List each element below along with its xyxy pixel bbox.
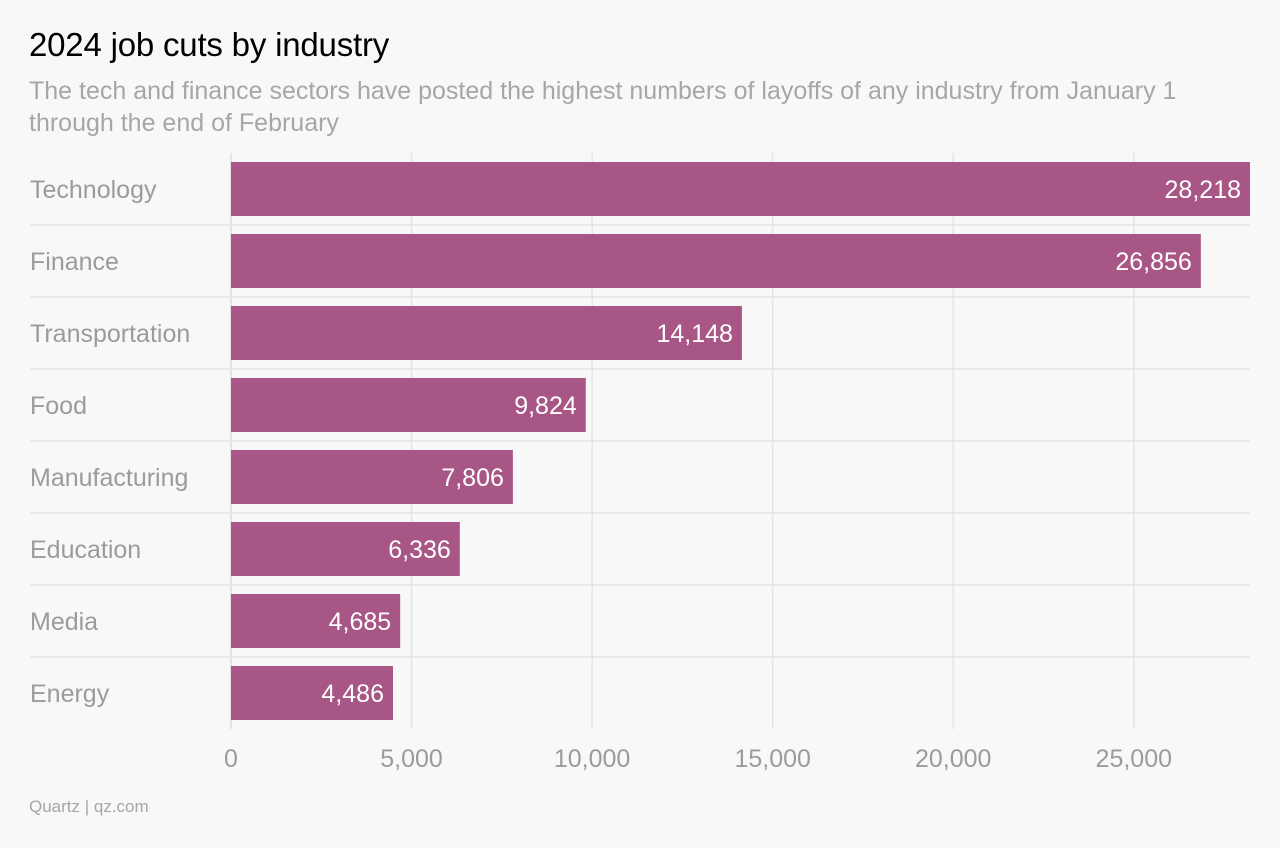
category-label: Technology xyxy=(30,176,157,204)
value-label: 6,336 xyxy=(388,536,451,564)
category-label: Finance xyxy=(30,248,119,276)
category-label: Manufacturing xyxy=(30,464,188,492)
value-label: 7,806 xyxy=(441,464,504,492)
chart-subtitle: The tech and finance sectors have posted… xyxy=(29,77,1177,137)
value-label: 28,218 xyxy=(1165,176,1241,204)
x-tick-label: 5,000 xyxy=(380,745,443,773)
bar-manufacturing xyxy=(231,450,513,504)
bar-media xyxy=(231,594,401,648)
value-label: 26,856 xyxy=(1115,248,1191,276)
bar-technology xyxy=(231,162,1250,216)
x-tick-label: 0 xyxy=(224,745,238,773)
bar-transportation xyxy=(231,306,742,360)
chart-title: 2024 job cuts by industry xyxy=(29,26,390,63)
bar-finance xyxy=(231,234,1201,288)
bar-education xyxy=(231,522,460,576)
category-label: Energy xyxy=(30,680,110,708)
category-label: Education xyxy=(30,536,141,564)
bar-energy xyxy=(231,666,393,720)
category-label: Media xyxy=(30,608,98,636)
bars xyxy=(231,162,1250,720)
category-label: Food xyxy=(30,392,87,420)
bar-food xyxy=(231,378,586,432)
value-label: 9,824 xyxy=(514,392,577,420)
value-label: 4,685 xyxy=(329,608,392,636)
x-tick-label: 25,000 xyxy=(1096,745,1172,773)
x-tick-label: 15,000 xyxy=(734,745,810,773)
labels: Technology 28,218 Finance 26,856 Transportat… xyxy=(30,176,1241,773)
value-label: 4,486 xyxy=(321,680,384,708)
value-label: 14,148 xyxy=(656,320,732,348)
category-label: Transportation xyxy=(30,320,190,348)
source-credit: Quartz | qz.com xyxy=(29,797,149,816)
x-tick-label: 20,000 xyxy=(915,745,991,773)
x-tick-label: 10,000 xyxy=(554,745,630,773)
